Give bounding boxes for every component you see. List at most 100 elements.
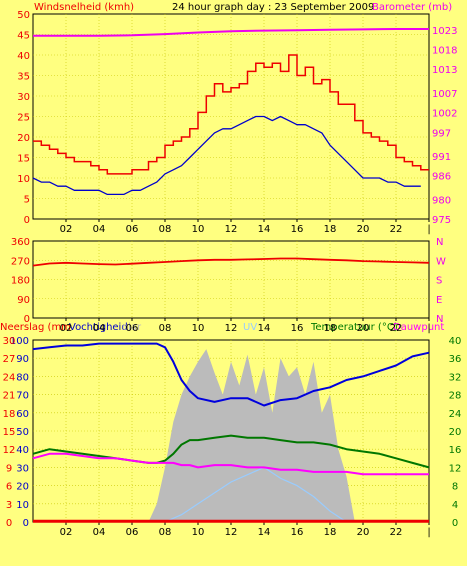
wind-panel-ytick-label: 15 <box>17 154 30 165</box>
wind-panel-xtick-label: 04 <box>93 224 106 235</box>
rain-axis-ytick-label: 21 <box>3 391 16 402</box>
rain-axis-ytick-label: 0 <box>6 518 12 529</box>
wind-panel-ytick-label: 5 <box>24 195 30 206</box>
temperature-axis-ytick-label: 8 <box>452 482 458 493</box>
temperature-axis-ytick-label: 24 <box>449 409 462 420</box>
humidity-axis-ytick-label: 50 <box>16 427 29 438</box>
direction-panel-xtick-label: 22 <box>390 323 403 334</box>
direction-panel-xtick-label: 16 <box>291 323 304 334</box>
humidity-axis-ytick-label: 30 <box>16 463 29 474</box>
barometer-axis-title: Barometer (mb) <box>372 2 452 13</box>
direction-panel-ytick-label: 0 <box>24 314 30 325</box>
wind-panel-xtick-label: 12 <box>225 224 238 235</box>
wind-panel-xtick-label: 02 <box>60 224 73 235</box>
direction-panel-xtick-label: 14 <box>258 323 271 334</box>
barometer-ytick-label: 991 <box>432 152 451 163</box>
rain-axis-ytick-label: 30 <box>3 336 16 347</box>
rain-axis-ytick-label: 15 <box>3 427 16 438</box>
weather-panel-xtick-label: 08 <box>159 527 172 538</box>
barometer-ytick-label: 1023 <box>432 26 457 37</box>
wind-panel-xtick-label: | <box>427 224 430 235</box>
rain-axis-ytick-label: 24 <box>3 372 16 383</box>
humidity-axis-ytick-label: 90 <box>16 354 29 365</box>
dewpoint-axis-title: Dauwpunt <box>393 322 444 333</box>
weather-panel-xtick-label: 02 <box>60 527 73 538</box>
wind-panel-xtick-label: 20 <box>357 224 370 235</box>
wind-panel-xtick-label: 10 <box>192 224 205 235</box>
weather-panel-xtick-label: 10 <box>192 527 205 538</box>
barometer-ytick-label: 1018 <box>432 45 457 56</box>
temperature-axis-ytick-label: 16 <box>449 445 462 456</box>
temperature-axis-ytick-label: 28 <box>449 391 462 402</box>
temperature-axis-ytick-label: 32 <box>449 372 462 383</box>
solar-radiation-area <box>148 349 355 522</box>
uv-axis-title: UV <box>243 322 257 333</box>
direction-panel-ytick-label: 270 <box>11 256 30 267</box>
solar-axis-title: olar <box>122 322 142 333</box>
direction-panel-xtick-label: 04 <box>93 323 106 334</box>
wind-panel-ytick-label: 35 <box>17 72 30 83</box>
direction-panel-xtick-label: 20 <box>357 323 370 334</box>
humidity-axis-ytick-label: 60 <box>16 409 29 420</box>
rain-axis-ytick-label: 9 <box>6 463 12 474</box>
humidity-axis-ytick-label: 70 <box>16 391 29 402</box>
barometer-series <box>33 28 429 37</box>
wind-panel-xtick-label: 22 <box>390 224 403 235</box>
wind-panel-ytick-label: 40 <box>17 51 30 62</box>
compass-ytick-label: N <box>436 314 443 325</box>
wind-gust-series <box>33 54 429 175</box>
direction-panel-xtick-label: 12 <box>225 323 238 334</box>
weather-panel-xtick-label: 04 <box>93 527 106 538</box>
temperature-series <box>32 434 430 469</box>
wind-panel-xtick-label: 16 <box>291 224 304 235</box>
temperature-axis-ytick-label: 40 <box>449 336 462 347</box>
wind-direction-series <box>32 257 430 267</box>
wind-panel-ytick-label: 0 <box>24 215 30 226</box>
compass-ytick-label: E <box>436 295 442 306</box>
direction-panel-xtick-label: 06 <box>126 323 139 334</box>
temperature-axis-ytick-label: 36 <box>449 354 462 365</box>
compass-ytick-label: S <box>436 276 442 287</box>
temperature-axis-ytick-label: 12 <box>449 463 462 474</box>
humidity-axis-ytick-label: 0 <box>23 518 29 529</box>
direction-panel-xtick-label: 08 <box>159 323 172 334</box>
humidity-axis-ytick-label: 100 <box>10 336 29 347</box>
wind-speed-series <box>32 115 421 196</box>
wind-panel-xtick-label: 08 <box>159 224 172 235</box>
weather-panel-xtick-label: 14 <box>258 527 271 538</box>
rain-axis-ytick-label: 3 <box>6 500 12 511</box>
barometer-ytick-label: 997 <box>432 128 451 139</box>
direction-panel-xtick-label: 18 <box>324 323 337 334</box>
wind-panel-ytick-label: 50 <box>17 10 30 21</box>
humidity-axis-ytick-label: 40 <box>16 445 29 456</box>
wind-panel-ytick-label: 10 <box>17 174 30 185</box>
dewpoint-series <box>32 452 429 476</box>
humidity-axis-ytick-label: 80 <box>16 372 29 383</box>
wind-panel-ytick-label: 30 <box>17 92 30 103</box>
humidity-series <box>32 342 430 407</box>
weather-panel-xtick-label: | <box>427 527 430 538</box>
direction-panel-xtick-label: 10 <box>192 323 205 334</box>
weather-panel-xtick-label: 22 <box>390 527 403 538</box>
weather-panel-xtick-label: 12 <box>225 527 238 538</box>
barometer-ytick-label: 1013 <box>432 65 457 76</box>
weather-panel-xtick-label: 20 <box>357 527 370 538</box>
rain-axis-ytick-label: 12 <box>3 445 16 456</box>
uv-series <box>164 466 347 523</box>
wind-panel-xtick-label: 14 <box>258 224 271 235</box>
compass-ytick-label: W <box>436 256 446 267</box>
barometer-ytick-label: 986 <box>432 172 451 183</box>
temperature-axis-title: Temperatuur (°C) <box>310 322 398 333</box>
chart-title: 24 hour graph day : 23 September 2009 <box>172 2 374 13</box>
direction-panel-ytick-label: 180 <box>11 276 30 287</box>
rain-axis-ytick-label: 27 <box>3 354 16 365</box>
rain-axis-ytick-label: 6 <box>6 482 12 493</box>
direction-panel-ytick-label: 360 <box>11 237 30 248</box>
barometer-ytick-label: 980 <box>432 195 451 206</box>
direction-panel-xtick-label: 02 <box>60 323 73 334</box>
direction-panel-xtick-label: | <box>427 323 430 334</box>
direction-panel-ytick-label: 90 <box>17 295 30 306</box>
barometer-ytick-label: 1007 <box>432 89 457 100</box>
barometer-ytick-label: 975 <box>432 215 451 226</box>
